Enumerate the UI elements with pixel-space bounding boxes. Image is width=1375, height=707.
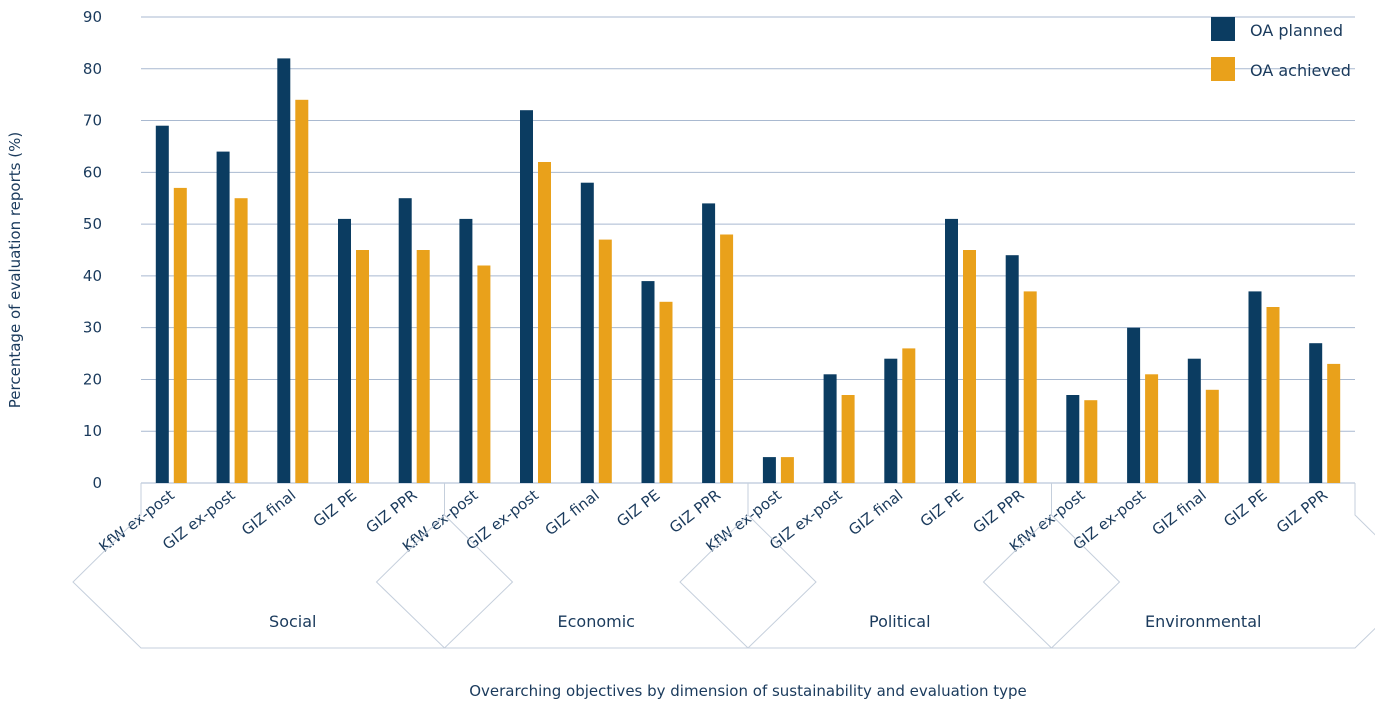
x-tick-label: GIZ PPR: [1273, 486, 1331, 537]
y-tick-label: 60: [83, 163, 102, 181]
gridlines: [141, 16, 1355, 484]
bar-oa-achieved: [538, 162, 551, 483]
legend-swatch: [1211, 17, 1235, 41]
group-bracket: [982, 483, 1375, 649]
bars: [155, 58, 1341, 484]
y-axis-title: Percentage of evaluation reports (%): [6, 132, 24, 408]
bar-oa-planned: [459, 218, 473, 483]
bar-oa-planned: [641, 281, 655, 483]
group-bracket: [375, 483, 817, 649]
group-bracket: [679, 483, 1121, 649]
bar-oa-achieved: [598, 239, 612, 483]
bar-oa-achieved: [1266, 307, 1280, 483]
legend-swatch: [1211, 57, 1235, 81]
bar-oa-achieved: [720, 234, 734, 483]
bar-oa-planned: [884, 358, 898, 483]
bar-oa-achieved: [1023, 291, 1037, 483]
bar-oa-planned: [1187, 358, 1201, 483]
group-bracket: [72, 483, 514, 649]
bar-oa-planned: [1248, 291, 1262, 483]
bar-oa-achieved: [659, 301, 673, 483]
bar-oa-achieved: [234, 198, 248, 483]
bar-oa-planned: [1066, 395, 1080, 483]
bar-oa-planned: [277, 58, 291, 484]
bar-oa-achieved: [416, 250, 430, 483]
bar-oa-planned: [945, 218, 958, 483]
bar-oa-planned: [580, 182, 594, 483]
legend-label: OA planned: [1250, 21, 1343, 40]
bar-oa-planned: [155, 125, 169, 483]
bar-oa-achieved: [780, 457, 794, 483]
bar-oa-achieved: [902, 348, 916, 483]
bar-oa-achieved: [963, 250, 976, 483]
bar-oa-planned: [702, 203, 716, 483]
y-tick-label: 50: [83, 215, 102, 233]
bar-oa-achieved: [173, 187, 187, 483]
y-tick-label: 40: [83, 267, 102, 285]
x-tick-label: GIZ PE: [310, 486, 360, 531]
bar-oa-achieved: [1205, 389, 1219, 483]
x-axis-title: Overarching objectives by dimension of s…: [469, 682, 1027, 700]
bar-oa-planned: [216, 151, 230, 483]
bar-oa-planned: [1127, 327, 1141, 483]
bar-oa-planned: [762, 457, 776, 483]
legend-label: OA achieved: [1250, 61, 1351, 80]
x-tick-label: GIZ PE: [613, 486, 663, 531]
x-tick-label: GIZ PPR: [363, 486, 421, 537]
group-brackets: Social Economic Political Environmental: [72, 483, 1375, 649]
x-tick-label: GIZ final: [238, 486, 299, 539]
x-tick-label: GIZ final: [542, 486, 603, 539]
bar-oa-planned: [1309, 343, 1323, 483]
legend: OA planned OA achieved: [1211, 17, 1351, 81]
bar-oa-planned: [398, 198, 412, 483]
y-tick-label: 0: [92, 474, 102, 492]
group-label: Economic: [558, 612, 635, 631]
x-tick-label: GIZ PPR: [970, 486, 1028, 537]
bar-oa-achieved: [1084, 400, 1098, 483]
y-axis-ticks: 0 10 20 30 40 50 60 70 80 90: [83, 8, 102, 492]
bar-oa-planned: [338, 218, 351, 483]
y-tick-label: 10: [83, 422, 102, 440]
y-tick-label: 70: [83, 112, 102, 130]
group-label: Environmental: [1145, 612, 1261, 631]
x-tick-label: GIZ final: [845, 486, 906, 539]
bar-oa-achieved: [356, 250, 369, 483]
y-tick-label: 20: [83, 370, 102, 388]
x-tick-label: GIZ PE: [1220, 486, 1270, 531]
bar-oa-achieved: [1327, 363, 1341, 483]
bar-oa-achieved: [841, 395, 855, 483]
y-tick-label: 90: [83, 8, 102, 26]
x-tick-label: GIZ PE: [917, 486, 967, 531]
y-tick-label: 30: [83, 319, 102, 337]
bar-oa-planned: [520, 110, 533, 483]
group-label: Social: [269, 612, 316, 631]
bar-oa-achieved: [295, 99, 309, 484]
bar-oa-achieved: [477, 265, 491, 483]
y-tick-label: 80: [83, 60, 102, 78]
x-tick-label: GIZ PPR: [666, 486, 724, 537]
group-label: Political: [869, 612, 931, 631]
bar-oa-planned: [823, 374, 837, 483]
bar-oa-achieved: [1145, 374, 1159, 483]
x-tick-label: GIZ final: [1149, 486, 1210, 539]
bar-oa-planned: [1005, 255, 1019, 483]
